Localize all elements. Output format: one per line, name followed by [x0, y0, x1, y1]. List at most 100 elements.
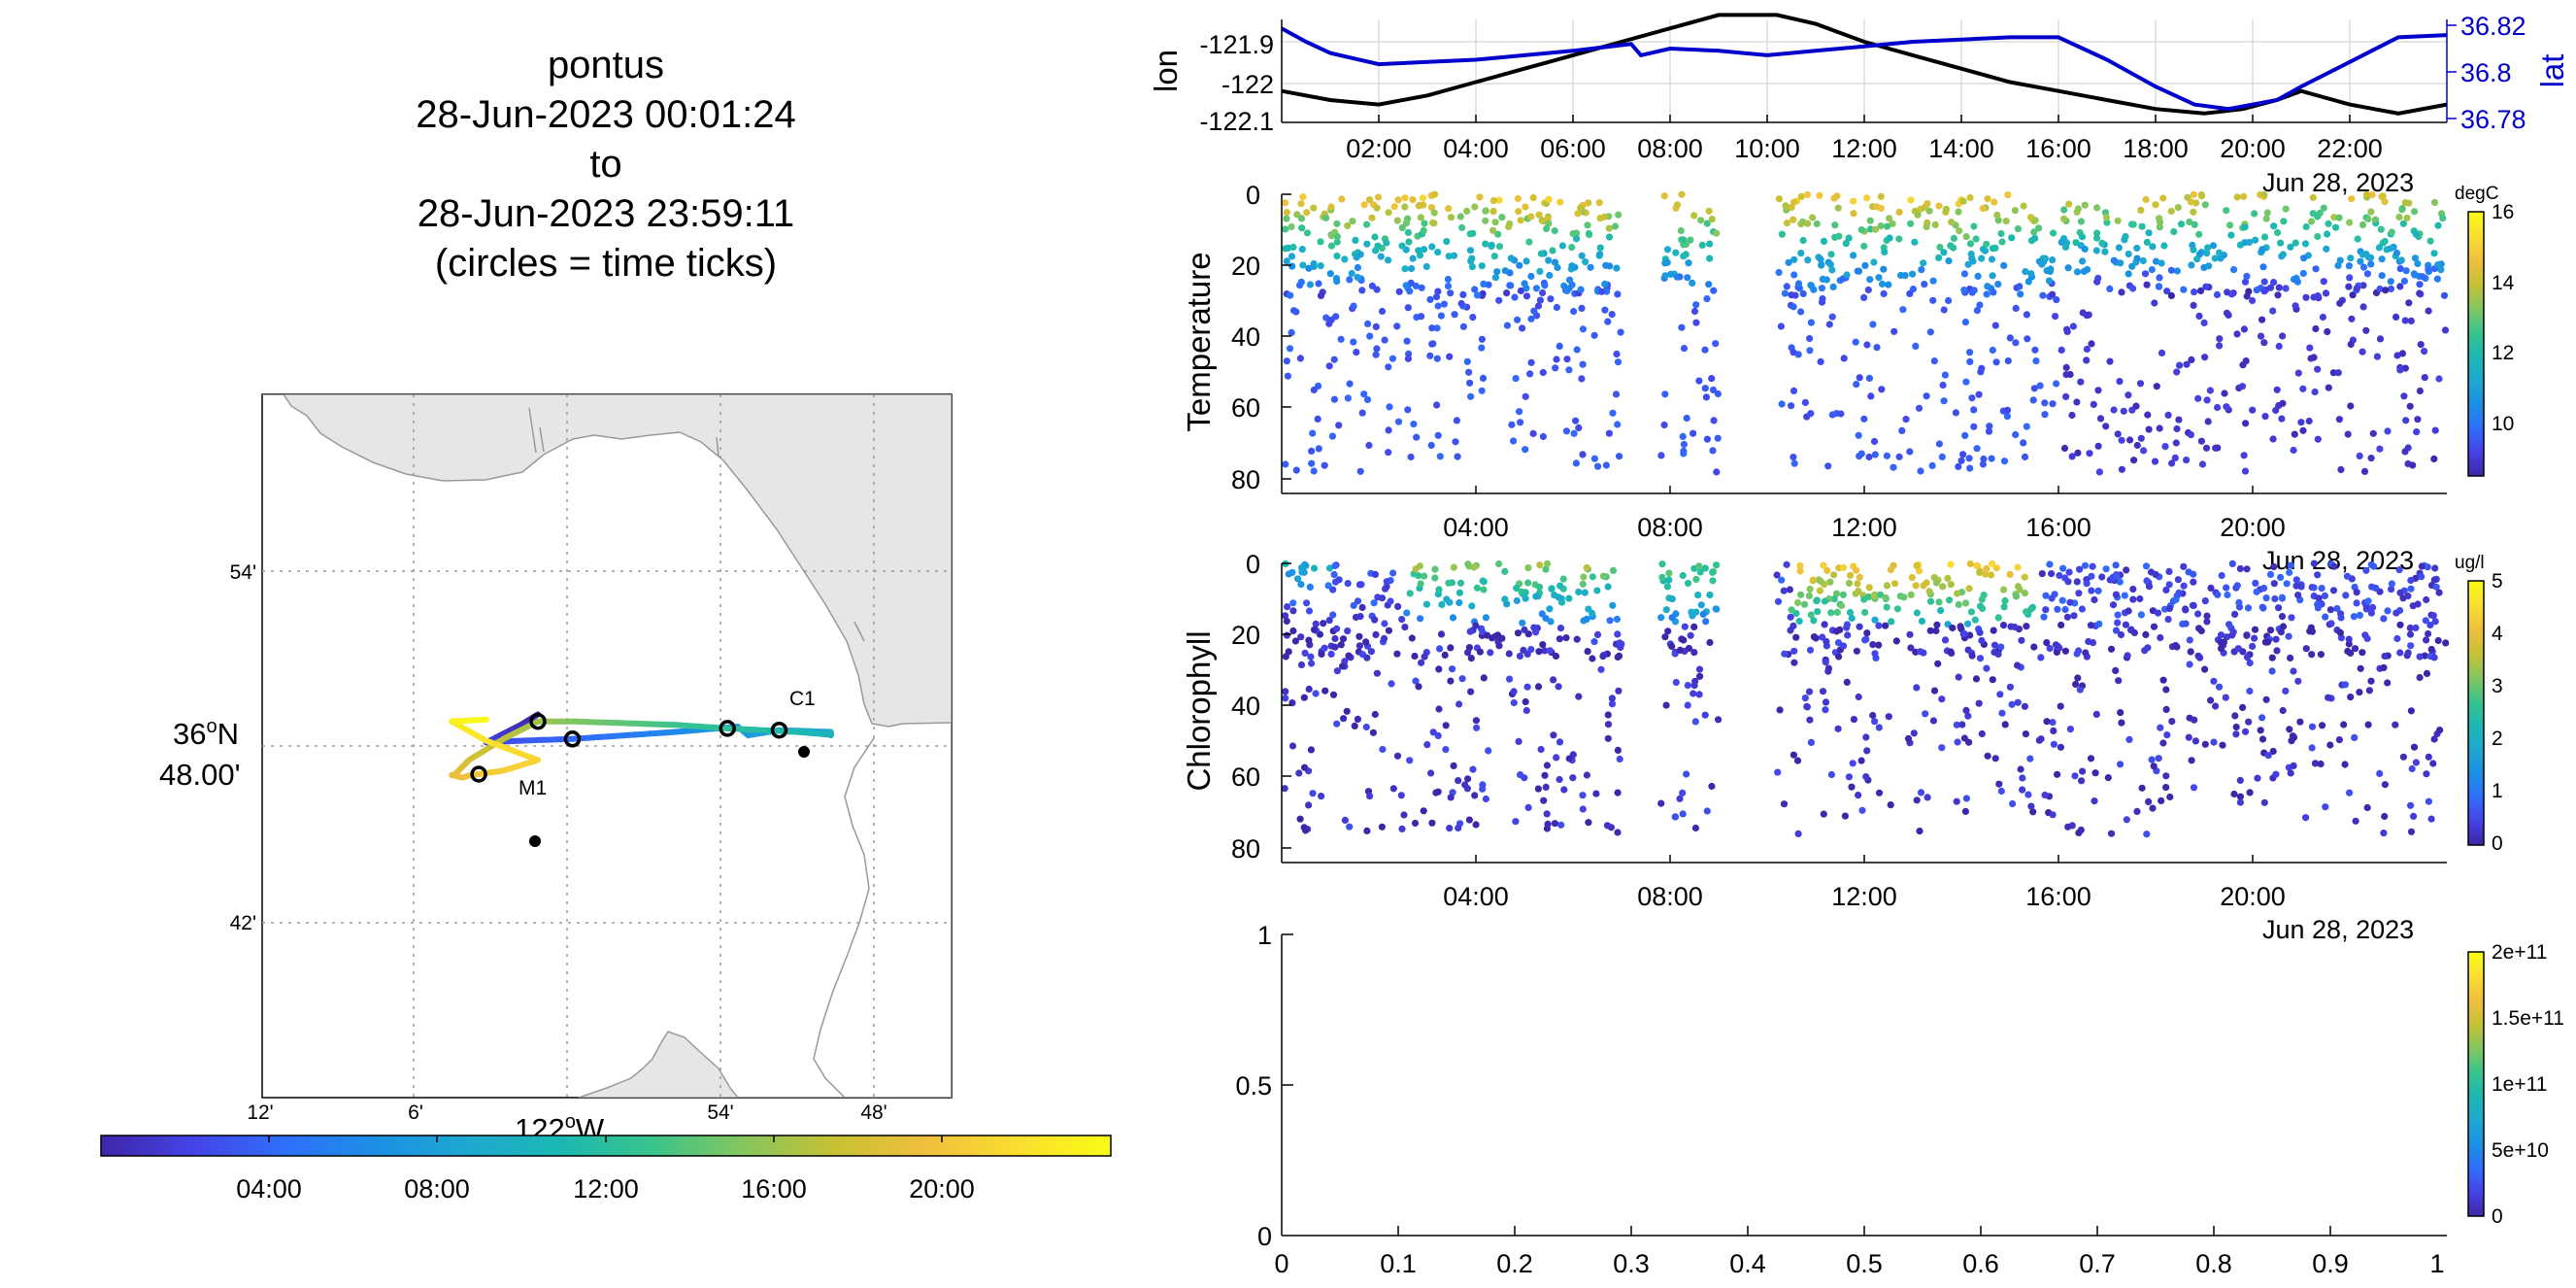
chlorophyll-point — [1373, 669, 1381, 677]
chlorophyll-point — [1609, 566, 1618, 575]
temperature-point — [2302, 293, 2310, 301]
station-m1-label: M1 — [519, 777, 547, 799]
chlorophyll-point — [1544, 559, 1552, 568]
temperature-point — [2006, 334, 2014, 342]
temperature-point — [1790, 454, 1797, 461]
chlorophyll-point — [1671, 813, 1679, 821]
chlorophyll-point — [2117, 761, 2124, 768]
temperature-point — [1373, 204, 1381, 212]
chlorophyll-point — [2230, 790, 2238, 798]
temperature-point — [1385, 363, 1392, 371]
temperature-point — [2396, 265, 2404, 273]
x-tick: 0.5 — [1846, 1249, 1883, 1278]
temperature-point — [1997, 229, 2005, 238]
chlorophyll-point — [2286, 726, 2293, 733]
temperature-point — [1604, 318, 1612, 325]
temperature-point — [2138, 222, 2146, 230]
chlorophyll-point — [2063, 613, 2071, 621]
temperature-point — [1962, 378, 1970, 386]
temperature-point — [2167, 291, 2175, 299]
temperature-point — [1374, 242, 1382, 250]
temperature-point — [1427, 204, 1435, 212]
temperature-point — [1310, 204, 1318, 212]
temperature-point — [1551, 227, 1558, 235]
chlorophyll-point — [2180, 562, 2188, 570]
chlorophyll-point — [2123, 816, 2130, 824]
temperature-point — [1801, 398, 1809, 406]
temperature-point — [1466, 247, 1475, 254]
chlorophyll-point — [1991, 648, 1998, 657]
chlorophyll-point — [1856, 623, 1863, 630]
temperature-point — [2376, 335, 2385, 343]
chlorophyll-point — [2162, 586, 2170, 594]
temperature-point — [2439, 215, 2447, 222]
chlorophyll-point — [2286, 568, 2293, 577]
temperature-point — [2032, 357, 2040, 365]
temperature-point — [2316, 209, 2324, 218]
temperature-point — [1327, 203, 1335, 211]
chlorophyll-point — [2042, 592, 2050, 599]
chlorophyll-point — [1827, 770, 1835, 779]
chlorophyll-point — [1356, 613, 1364, 621]
temperature-point — [1458, 223, 1466, 231]
temperature-point — [1288, 328, 1295, 336]
temperature-point — [1818, 285, 1825, 292]
temperature-point — [2129, 285, 2137, 292]
chlorophyll-point — [1543, 810, 1551, 818]
chlorophyll-point — [1381, 620, 1388, 627]
chlorophyll-point — [2188, 757, 2195, 764]
chlorophyll-point — [1957, 623, 1964, 630]
chlorophyll-point — [2166, 793, 2174, 801]
temperature-point — [1338, 195, 1346, 203]
chlorophyll-point — [1987, 571, 1995, 579]
chlorophyll-point — [1469, 765, 1477, 773]
temperature-point — [1926, 328, 1934, 336]
chlorophyll-point — [1289, 627, 1297, 635]
temperature-point — [1447, 214, 1455, 221]
temperature-point — [1710, 287, 1718, 294]
chlorophyll-point — [1559, 575, 1567, 583]
chlorophyll-point — [2038, 570, 2046, 578]
temperature-date-label: Jun 28, 2023 — [2262, 546, 2414, 575]
temperature-point — [1778, 230, 1786, 238]
chlorophyll-point — [1794, 598, 1802, 607]
chlorophyll-point — [1329, 691, 1338, 698]
temperature-point — [2117, 259, 2124, 267]
temperature-point — [1404, 406, 1412, 414]
chlorophyll-point — [1318, 650, 1325, 659]
temperature-point — [2163, 288, 2171, 295]
temperature-point — [1446, 353, 1454, 360]
temperature-point — [2151, 299, 2158, 307]
temperature-point — [1950, 234, 1957, 242]
chlorophyll-point — [2142, 630, 2150, 639]
temperature-point — [1843, 271, 1851, 279]
temperature-point — [1495, 243, 1504, 251]
temperature-point — [1667, 270, 1675, 278]
temperature-point — [2398, 350, 2406, 357]
temperature-point — [1579, 325, 1587, 333]
chlorophyll-point — [1553, 754, 1560, 762]
temperature-point — [1303, 209, 1311, 217]
chlorophyll-point — [2091, 595, 2098, 604]
chlorophyll-point — [1422, 600, 1430, 608]
temperature-point — [1936, 243, 1944, 252]
temperature-point — [1817, 357, 1824, 365]
chlorophyll-point — [2241, 728, 2250, 735]
chlorophyll-point — [2404, 649, 2412, 657]
temperature-point — [2124, 250, 2132, 258]
temperature-point — [2167, 207, 2175, 215]
temperature-point — [2306, 344, 2314, 352]
depth-tick: 60 — [1231, 763, 1260, 792]
temperature-point — [1959, 451, 1967, 458]
temperature-point — [1579, 451, 1587, 458]
temperature-point — [2103, 219, 2111, 226]
chlorophyll-point — [2024, 791, 2032, 798]
time-tick: 14:00 — [1928, 134, 1994, 163]
title-line-platform: pontus — [548, 44, 664, 86]
time-tick: 08:00 — [1637, 134, 1703, 163]
temperature-point — [1489, 196, 1497, 205]
chlorophyll-point — [1807, 738, 1815, 747]
chlorophyll-point — [1887, 801, 1894, 809]
temperature-point — [1897, 271, 1905, 280]
chlorophyll-point — [2236, 564, 2244, 573]
